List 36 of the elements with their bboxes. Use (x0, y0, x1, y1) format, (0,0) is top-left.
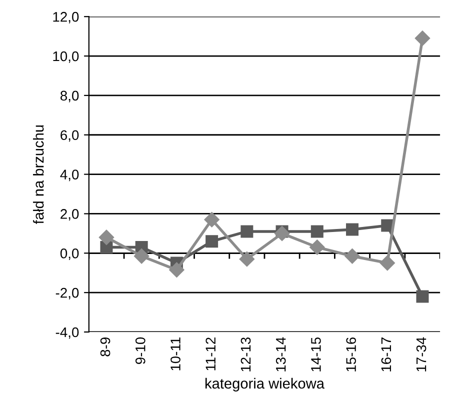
y-tick-label: 6,0 (60, 130, 79, 142)
point (414, 30, 430, 46)
point (169, 262, 184, 278)
y-axis-title: fałd na brzuchu (33, 125, 44, 224)
x-tick-label: 9-10 (135, 337, 146, 364)
x-tick-label: 13-14 (276, 337, 286, 372)
y-tick-label: 8,0 (60, 90, 79, 102)
point (346, 223, 359, 236)
point (310, 240, 325, 255)
point (204, 212, 220, 228)
point (98, 230, 114, 245)
point (310, 225, 324, 238)
x-tick-label: 12-13 (240, 337, 251, 372)
y-tick-label: 2,0 (60, 209, 79, 221)
point (380, 255, 395, 271)
point (240, 225, 254, 238)
point (274, 226, 290, 242)
x-tick-label: 8-9 (100, 338, 110, 356)
y-tick-label: -4,0 (56, 327, 79, 339)
x-tick-label: 10-11 (170, 338, 180, 370)
x-tick-label: 16-17 (381, 338, 392, 372)
x-tick-label: 14-15 (311, 337, 321, 372)
point (206, 235, 218, 248)
y-tick-label: 10,0 (53, 51, 79, 63)
point (344, 248, 360, 264)
y-tick-label: -2,0 (56, 288, 79, 300)
x-tick-label: 15-16 (346, 337, 356, 372)
x-tick-label: 11-12 (206, 338, 216, 370)
x-axis-title: kategoria wiekowa (205, 378, 324, 392)
y-tick-label: 12,0 (53, 12, 79, 24)
point (239, 251, 254, 267)
x-tick-label: 17-34 (416, 337, 426, 372)
point (134, 248, 150, 264)
point (416, 290, 429, 303)
y-tick-label: 4,0 (60, 170, 79, 182)
y-tick-label: 0,0 (60, 248, 79, 260)
